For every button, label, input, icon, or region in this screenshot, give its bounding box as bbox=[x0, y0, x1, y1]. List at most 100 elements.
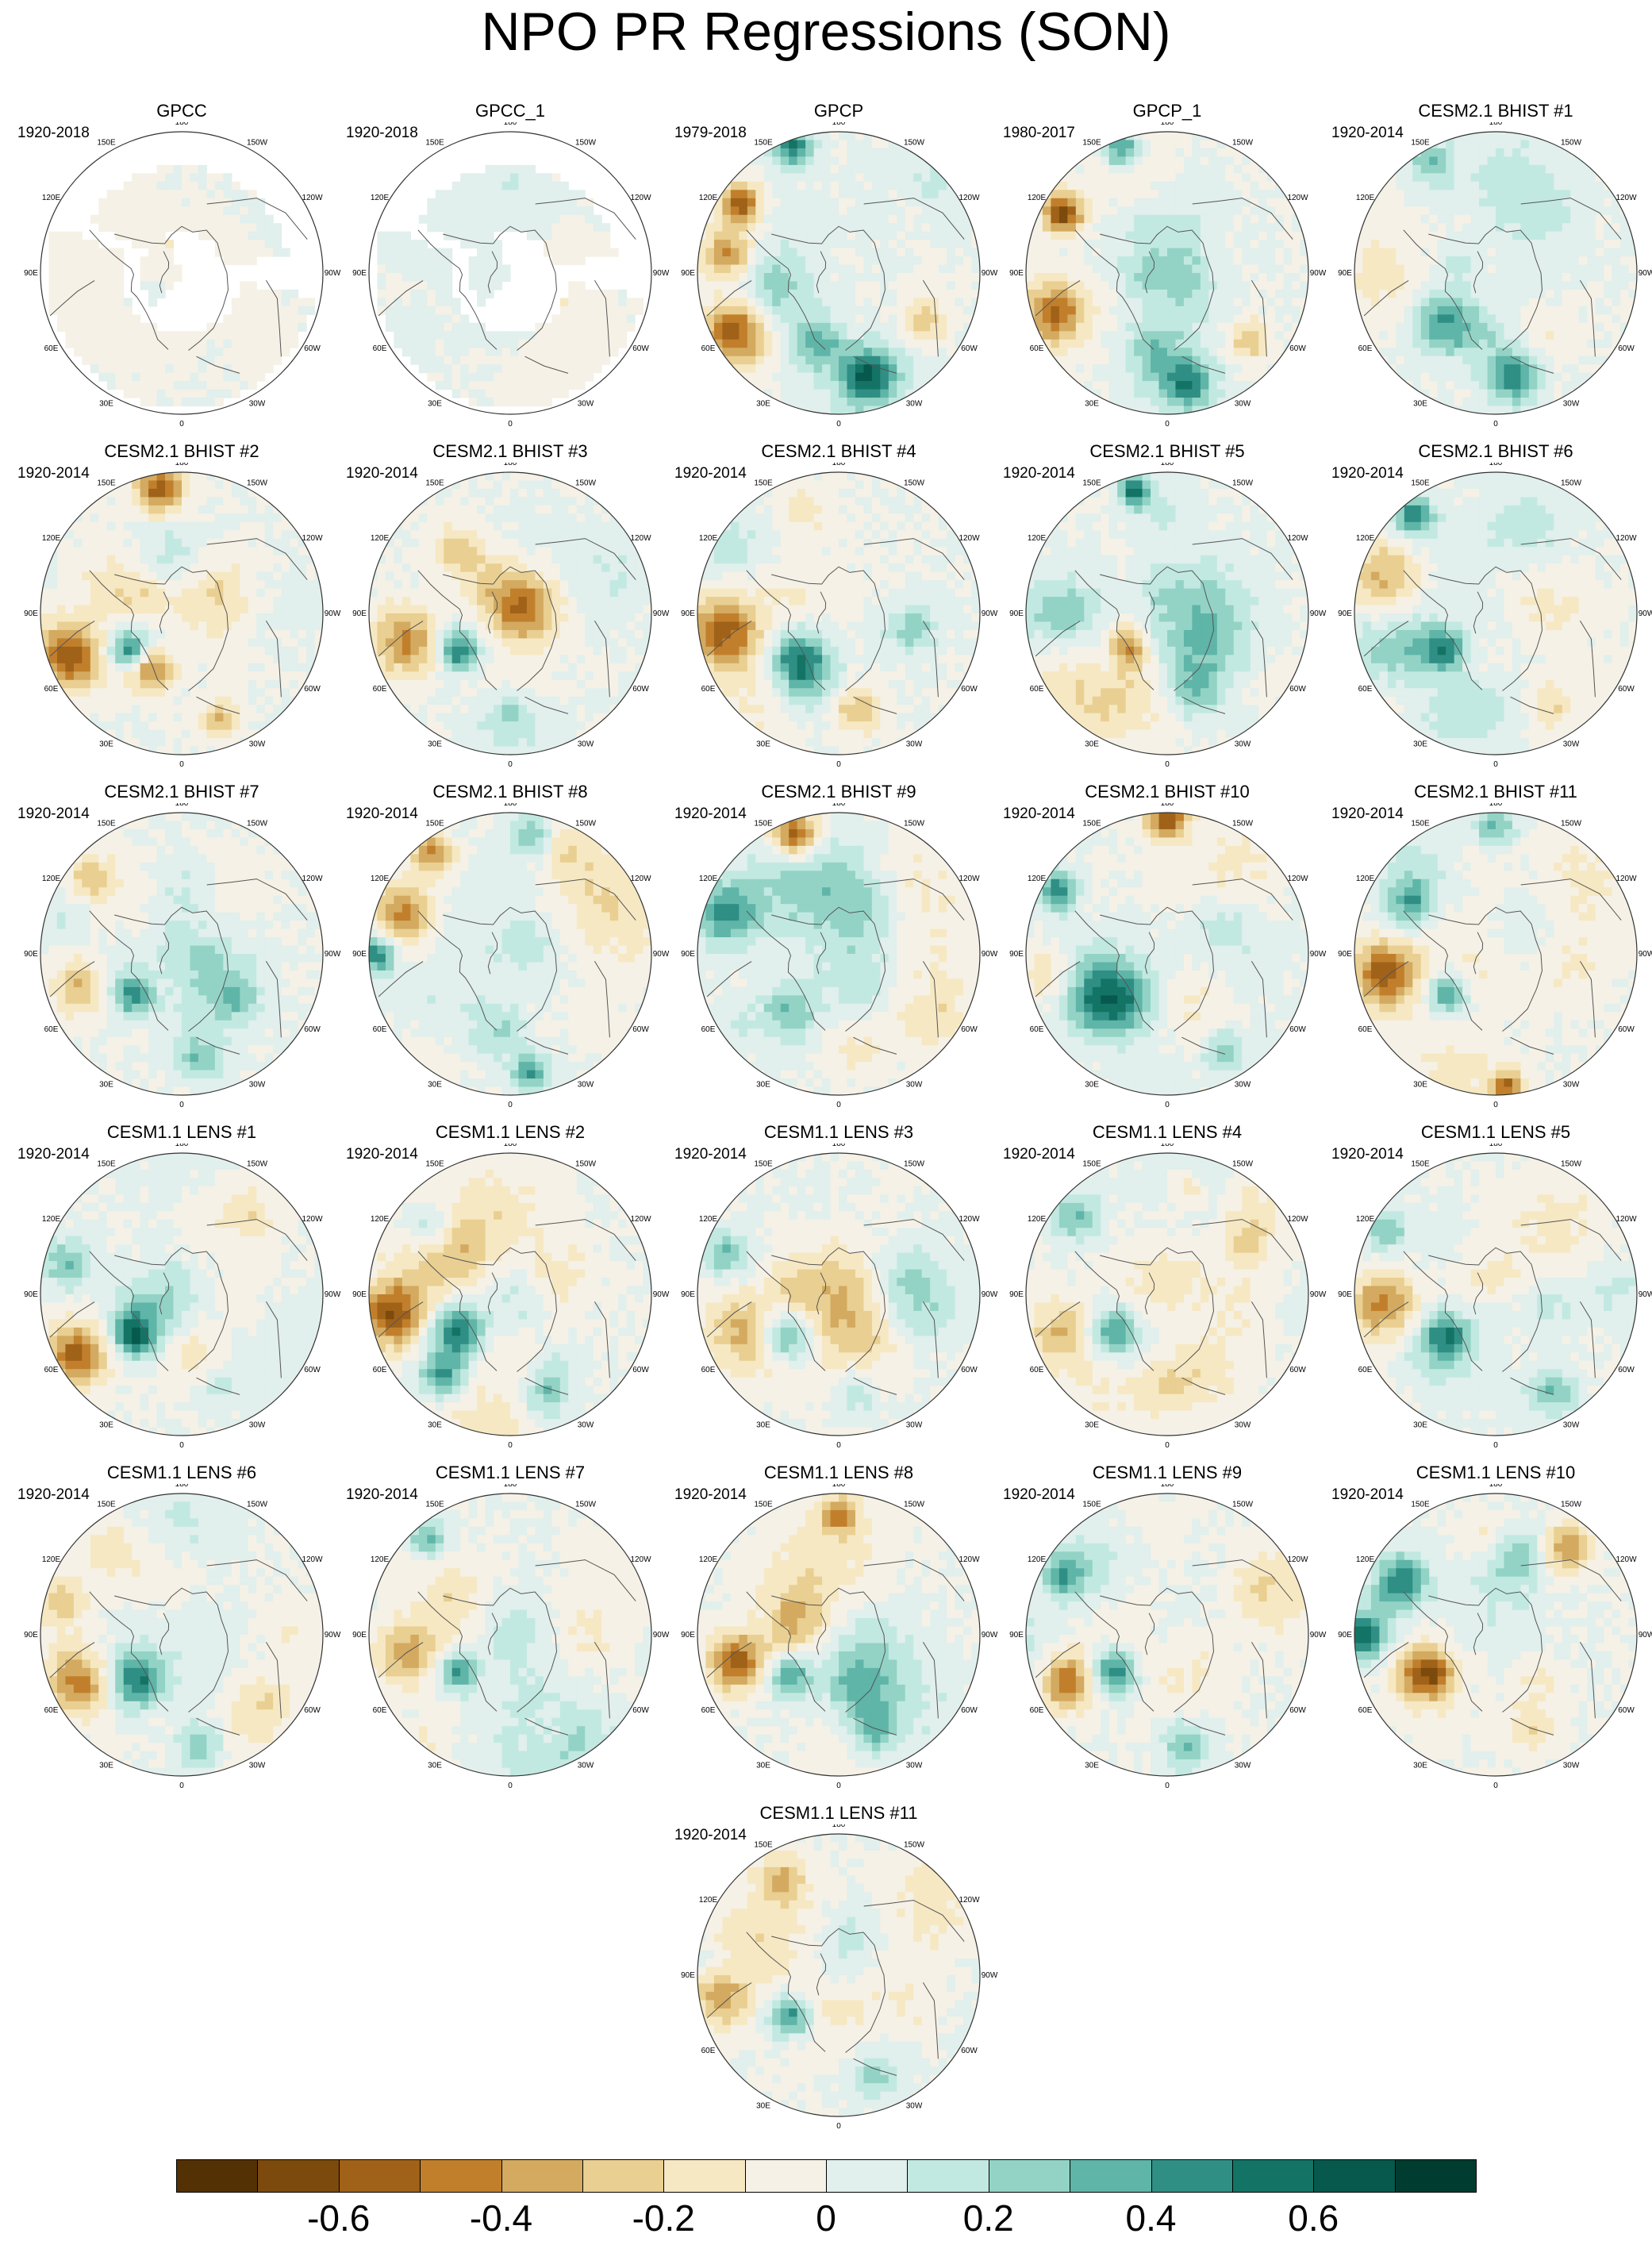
longitude-label: 120W bbox=[959, 875, 980, 883]
longitude-label: 30E bbox=[1085, 1762, 1099, 1770]
coastline bbox=[535, 198, 636, 240]
longitude-label: 30E bbox=[428, 1421, 442, 1430]
coastline bbox=[417, 229, 498, 350]
coastline bbox=[443, 1587, 558, 1713]
shaded-field bbox=[1354, 132, 1637, 414]
coastline bbox=[1428, 1587, 1543, 1713]
period-label: 1920-2014 bbox=[1331, 1145, 1404, 1164]
longitude-label: 90E bbox=[352, 1290, 367, 1299]
longitude-label: 60E bbox=[1030, 685, 1044, 694]
longitude-label: 30W bbox=[906, 1762, 923, 1770]
longitude-label: 120W bbox=[630, 1555, 651, 1564]
longitude-label: 90W bbox=[1639, 269, 1652, 278]
period-label: 1920-2014 bbox=[17, 1486, 90, 1505]
coastline bbox=[1579, 621, 1596, 698]
coastline bbox=[1473, 1613, 1484, 1655]
longitude-label: 120W bbox=[1287, 875, 1308, 883]
coastline bbox=[922, 1982, 939, 2059]
longitude-label: 150E bbox=[1411, 1160, 1430, 1169]
longitude-label: 30W bbox=[249, 740, 266, 749]
panel-title: CESM2.1 BHIST #6 bbox=[1331, 440, 1652, 463]
period-label: 1920-2014 bbox=[1003, 464, 1075, 483]
coastline bbox=[706, 1301, 752, 1338]
longitude-label: 30W bbox=[1235, 1081, 1251, 1090]
coastline bbox=[1035, 1642, 1081, 1678]
longitude-label: 90W bbox=[1310, 269, 1327, 278]
coastline bbox=[1181, 1717, 1226, 1736]
longitude-label: 120W bbox=[1287, 194, 1308, 202]
panel-title: CESM1.1 LENS #6 bbox=[17, 1462, 346, 1484]
map-border bbox=[1354, 1493, 1638, 1777]
longitude-label: 150E bbox=[425, 479, 444, 488]
coastline bbox=[206, 878, 308, 921]
coastline bbox=[1144, 251, 1155, 294]
longitude-label: 30W bbox=[249, 1081, 266, 1090]
longitude-label: 30W bbox=[578, 1081, 594, 1090]
longitude-label: 150W bbox=[1561, 820, 1582, 828]
longitude-label: 150W bbox=[247, 1501, 268, 1509]
longitude-label: 0 bbox=[179, 1441, 184, 1450]
map-panel: CESM2.1 BHIST #6 180 150E 120E 90E 60E 30E 0 30W… bbox=[1331, 440, 1652, 782]
coastline bbox=[1074, 570, 1154, 690]
coastline bbox=[159, 251, 170, 294]
coastline bbox=[771, 225, 886, 351]
map-border bbox=[40, 471, 324, 755]
longitude-label: 180 bbox=[504, 122, 517, 127]
map-border bbox=[697, 812, 981, 1096]
colorbar-swatch bbox=[1151, 2159, 1233, 2193]
longitude-label: 180 bbox=[175, 1144, 189, 1148]
longitude-label: 30E bbox=[756, 2102, 770, 2111]
coastline bbox=[1579, 280, 1596, 357]
map-border bbox=[1025, 131, 1309, 415]
longitude-label: 90E bbox=[1338, 609, 1352, 618]
coastline bbox=[853, 1036, 897, 1055]
longitude-label: 150W bbox=[575, 1501, 597, 1509]
period-label: 1920-2014 bbox=[346, 464, 418, 483]
longitude-label: 120W bbox=[959, 1215, 980, 1224]
map-border bbox=[1025, 471, 1309, 755]
coastline bbox=[378, 1301, 424, 1338]
longitude-label: 90E bbox=[1009, 1290, 1024, 1299]
longitude-label: 90E bbox=[1009, 609, 1024, 618]
longitude-label: 60E bbox=[1358, 1706, 1373, 1715]
longitude-label: 120W bbox=[302, 534, 323, 543]
longitude-label: 150E bbox=[97, 1501, 116, 1509]
longitude-label: 120W bbox=[959, 194, 980, 202]
coastline bbox=[1520, 878, 1622, 921]
longitude-label: 60W bbox=[1618, 1706, 1635, 1715]
longitude-label: 90E bbox=[681, 1971, 695, 1980]
coastline bbox=[1181, 1036, 1226, 1055]
coastline bbox=[159, 932, 170, 974]
longitude-label: 60E bbox=[373, 1706, 387, 1715]
coastline bbox=[265, 621, 282, 698]
coastline bbox=[816, 591, 827, 634]
coastline bbox=[1144, 932, 1155, 974]
longitude-label: 60W bbox=[1618, 1025, 1635, 1034]
longitude-label: 30W bbox=[906, 2102, 923, 2111]
coastline bbox=[159, 1613, 170, 1655]
polar-map: 180 150E 120E 90E 60E 30E 0 30W 60W 90W 120W 150W bbox=[681, 1144, 998, 1450]
coastline bbox=[922, 621, 939, 698]
longitude-label: 60W bbox=[961, 1706, 978, 1715]
longitude-label: 0 bbox=[1493, 1782, 1498, 1790]
longitude-label: 30W bbox=[1235, 400, 1251, 409]
map-panel: CESM2.1 BHIST #4 180 150E 120E 90E 60E 30E 0 30W… bbox=[674, 440, 1003, 782]
coastline bbox=[746, 1932, 826, 2052]
coastline bbox=[771, 1587, 886, 1713]
longitude-label: 90W bbox=[325, 269, 341, 278]
map-panel: CESM1.1 LENS #2 180 150E 120E 90E 60E 30E 0 30W 6… bbox=[346, 1121, 674, 1463]
longitude-label: 60E bbox=[701, 1366, 716, 1374]
longitude-label: 90W bbox=[982, 950, 998, 959]
longitude-label: 150E bbox=[754, 1501, 773, 1509]
coastline bbox=[1251, 961, 1267, 1038]
coastline bbox=[1579, 961, 1596, 1038]
period-label: 1920-2018 bbox=[17, 124, 90, 143]
coastline bbox=[1100, 1247, 1215, 1372]
longitude-label: 90E bbox=[1009, 269, 1024, 278]
longitude-label: 180 bbox=[504, 463, 517, 467]
coastline bbox=[1035, 280, 1081, 317]
longitude-label: 150E bbox=[97, 1160, 116, 1169]
coastline bbox=[771, 1928, 886, 2053]
longitude-label: 90E bbox=[24, 1290, 38, 1299]
map-panel: CESM2.1 BHIST #11 180 150E 120E 90E 60E 30E 0 30… bbox=[1331, 781, 1652, 1122]
